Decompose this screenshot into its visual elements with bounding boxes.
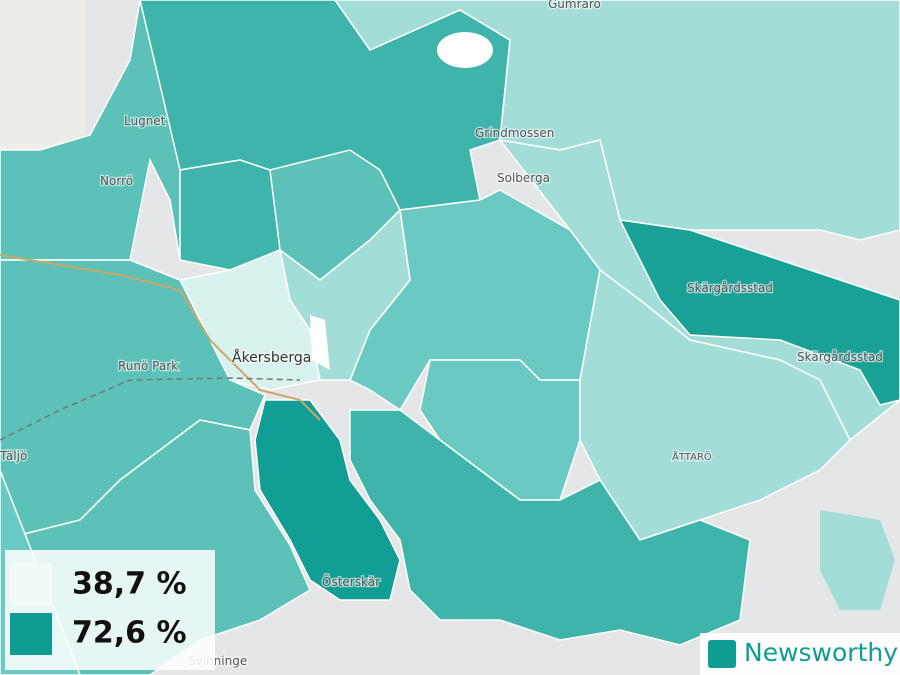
- place-label: Norrö: [100, 174, 133, 188]
- brand-badge: Newsworthy: [700, 633, 900, 675]
- legend: 38,7 % 72,6 %: [5, 550, 215, 670]
- place-label: Grindmossen: [475, 126, 554, 140]
- region: [349, 409, 751, 646]
- lake: [437, 32, 493, 68]
- legend-label: 38,7 %: [72, 567, 187, 602]
- region: [618, 219, 900, 406]
- place-label: Åkersberga: [232, 349, 311, 366]
- place-label: Täljö: [0, 449, 27, 463]
- brand-name: Newsworthy: [744, 638, 898, 667]
- region: [179, 159, 281, 271]
- railway: [0, 377, 301, 441]
- place-label: Skärgårdsstad: [797, 350, 883, 364]
- place-label: Skärgårdsstad: [687, 281, 773, 295]
- road: [0, 254, 321, 421]
- place-label: Gumrarö: [548, 0, 601, 11]
- brand-icon: [708, 640, 736, 668]
- region: [254, 399, 401, 601]
- island: [820, 510, 895, 610]
- land: [0, 0, 85, 150]
- place-label: Österskär: [322, 573, 380, 589]
- place-label: Lugnet: [124, 114, 166, 128]
- place-label: Solberga: [497, 171, 550, 185]
- legend-label: 72,6 %: [72, 616, 187, 651]
- place-label: ÅTTARÖ: [672, 450, 712, 463]
- place-label: Runö Park: [118, 359, 178, 373]
- legend-swatch: [10, 563, 52, 605]
- legend-swatch: [10, 613, 52, 655]
- lake: [310, 315, 330, 370]
